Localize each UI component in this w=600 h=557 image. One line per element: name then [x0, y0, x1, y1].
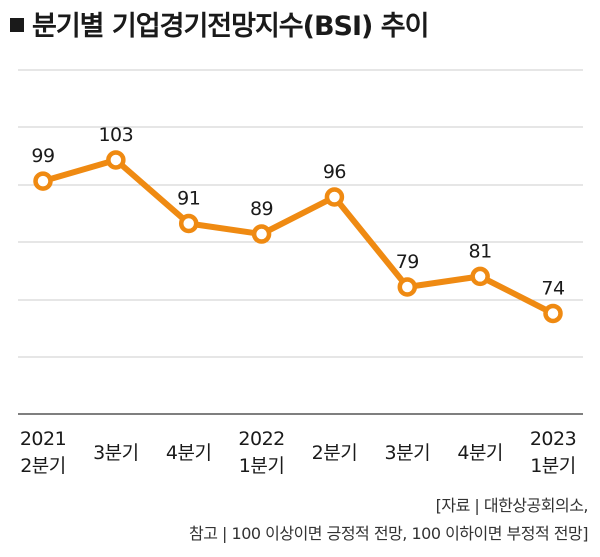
source-note-line-1: [자료 | 대한상공회의소, [435, 496, 589, 515]
series-points-layer [33, 150, 563, 324]
x-tick-label: 2분기 [20, 455, 66, 477]
chart-title-text: 분기별 기업경기전망지수(BSI) 추이 [32, 11, 429, 42]
data-label: 79 [396, 251, 419, 273]
data-label: 91 [177, 187, 200, 209]
data-point [397, 277, 418, 297]
data-point [178, 213, 199, 234]
x-tick-label: 2분기 [312, 442, 358, 464]
chart-title: 분기별 기업경기전망지수(BSI) 추이 [10, 10, 429, 44]
series-line-layer [40, 157, 556, 317]
data-point [251, 224, 272, 244]
data-label: 81 [469, 240, 492, 262]
x-tick-label: 3분기 [385, 442, 431, 464]
x-tick-label: 4분기 [166, 442, 212, 464]
grid-lines [18, 69, 583, 358]
x-tick-label: 2023 [530, 428, 576, 450]
x-tick-label: 1분기 [530, 455, 576, 477]
title-bullet-icon [10, 18, 24, 32]
data-label: 89 [250, 198, 273, 220]
data-labels-layer: 99 103 91 89 96 79 81 74 [31, 124, 565, 299]
x-tick-label: 2022 [238, 428, 284, 450]
data-label: 74 [541, 277, 565, 299]
x-tick-label: 2021 [20, 428, 66, 450]
data-point [470, 266, 490, 287]
data-point [106, 150, 126, 170]
x-tick-labels-layer: 2021 2분기 3분기 4분기 2022 1분기 2분기 3분기 4분기 2023 1분기 [20, 428, 577, 477]
data-label: 96 [323, 161, 346, 183]
data-label: 103 [98, 124, 133, 146]
data-label: 99 [31, 145, 54, 167]
series-line [40, 157, 556, 317]
data-point [543, 303, 563, 324]
data-point [324, 187, 345, 207]
source-note-line-2: 참고 | 100 이상이면 긍정적 전망, 100 이하이면 부정적 전망] [189, 524, 588, 543]
data-point [33, 171, 53, 191]
source-note: [자료 | 대한상공회의소, 참고 | 100 이상이면 긍정적 전망, 100… [189, 492, 588, 548]
x-tick-label: 3분기 [93, 442, 139, 464]
x-tick-label: 4분기 [457, 442, 503, 464]
x-tick-label: 1분기 [239, 455, 285, 477]
